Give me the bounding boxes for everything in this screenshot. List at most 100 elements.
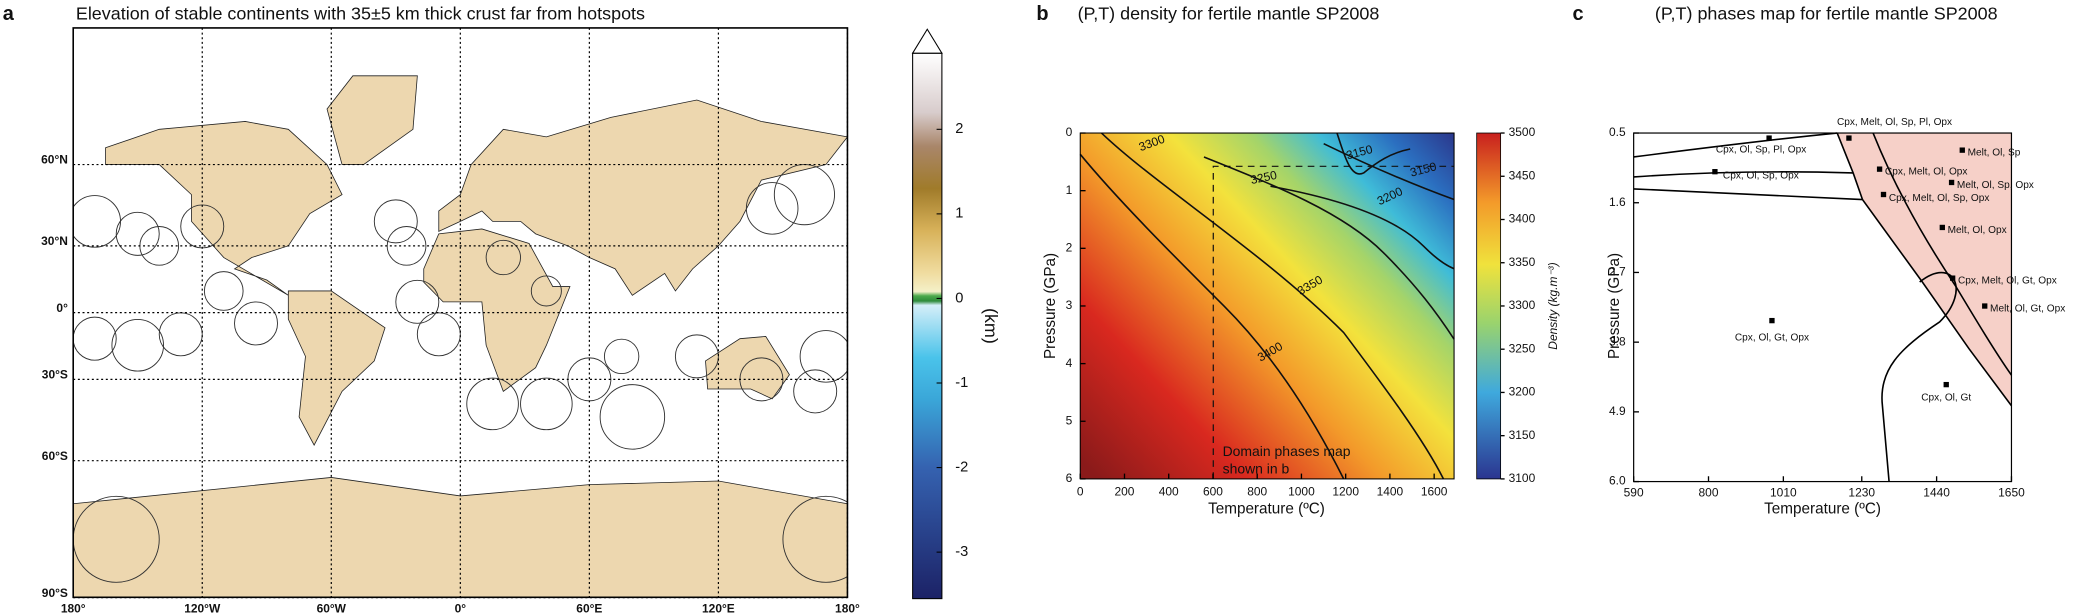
y-tick-label: 60°S	[42, 449, 68, 463]
x-tick-label: 1600	[1421, 484, 1448, 498]
y-tick-label: 1.6	[1609, 195, 1626, 209]
hotspot-circle	[793, 369, 838, 414]
contour-line	[1100, 132, 1445, 480]
colorbar-tick-label: 1	[955, 206, 963, 222]
hotspot-circle	[386, 226, 427, 266]
y-tick-label: 0°	[56, 301, 68, 315]
x-tick-label: 120°W	[184, 601, 221, 615]
colorbar-tick-label: 2	[955, 121, 963, 137]
boundary	[1881, 271, 1957, 482]
hotspot-circle	[799, 330, 848, 383]
y-tick-label: 5	[1066, 413, 1073, 427]
phase-marker	[1876, 166, 1883, 172]
phase-label: Melt, Ol, Sp, Opx	[1957, 180, 2034, 191]
melt-region	[1837, 133, 2012, 406]
x-tick-label: 1010	[1770, 486, 1797, 500]
phase-label: Cpx, Melt, Ol, Gt, Opx	[1958, 275, 2057, 286]
colorbar-tick-label: 3450	[1509, 168, 1536, 182]
contour-line	[1079, 153, 1345, 480]
panel-letter: c	[1572, 3, 1583, 25]
phase-marker	[1982, 303, 1988, 309]
phase-marker	[1769, 317, 1775, 324]
panel-title: (P,T) phases map for fertile mantle SP20…	[1655, 3, 1998, 23]
colorbar-tick-label: 0	[955, 290, 963, 306]
y-tick-label: 3.8	[1609, 334, 1626, 348]
contour-line	[1336, 132, 1411, 175]
hotspot-circle	[111, 318, 165, 372]
phase-marker	[1712, 169, 1718, 175]
hotspot-circle	[674, 334, 719, 379]
colorbar-tick-label: 3500	[1509, 125, 1536, 139]
x-tick-label: 60°E	[576, 601, 602, 615]
phase-marker	[1948, 179, 1955, 186]
continent	[423, 228, 571, 393]
hotspot-circle	[234, 301, 278, 346]
boundary	[1633, 188, 2013, 407]
contour-line	[1270, 185, 1455, 270]
y-tick-label: 30°N	[41, 234, 68, 248]
colorbar-tick-label: -3	[955, 544, 968, 560]
x-tick-label: 600	[1203, 484, 1223, 498]
phase-label: Cpx, Ol, Gt, Opx	[1735, 333, 1809, 344]
hotspot-circle	[520, 377, 573, 431]
phase-label: Melt, Ol, Gt, Opx	[1990, 303, 2065, 314]
colorbar-tick-label: 3300	[1509, 298, 1536, 312]
colorbar-extend	[911, 28, 943, 54]
y-tick-label: 6.0	[1609, 474, 1626, 488]
contours	[1079, 132, 1455, 480]
hotspot-circle	[395, 279, 440, 324]
x-tick-label: 0	[1077, 484, 1084, 498]
x-tick-label: 1400	[1377, 484, 1404, 498]
x-tick-label: 400	[1159, 484, 1179, 498]
y-tick-label: 0.5	[1609, 125, 1626, 139]
colorbar	[1476, 132, 1502, 480]
phase-marker	[1846, 135, 1852, 141]
boundary	[1836, 132, 1864, 200]
x-axis-label: Temperature (ºC)	[1208, 501, 1325, 518]
x-tick-label: 1650	[1998, 486, 2025, 500]
colorbar-tick-label: 3200	[1509, 385, 1536, 399]
y-tick-label: 60°N	[41, 153, 68, 167]
hotspot-circle	[782, 495, 848, 583]
panel-title: Elevation of stable continents with 35±5…	[76, 3, 645, 23]
hotspot-circle	[115, 211, 160, 256]
panel-letter: a	[3, 3, 15, 25]
colorbar-tick-label: 3250	[1509, 341, 1536, 355]
x-tick-label: 800	[1247, 484, 1267, 498]
colorbar-label: Density (kg.m⁻³)	[1546, 262, 1560, 349]
phase-marker	[1943, 381, 1949, 388]
phase-marker	[1959, 147, 1965, 153]
phase-label: Cpx, Melt, Ol, Sp, Pl, Opx	[1837, 117, 1952, 128]
hotspot-circle	[745, 182, 799, 235]
y-tick-label: 2.7	[1609, 265, 1626, 279]
hotspot-circle	[373, 199, 418, 244]
x-tick-label: 0°	[455, 601, 467, 615]
contour-label: 3250	[1249, 168, 1278, 187]
hotspot-circle	[485, 239, 522, 276]
phase-label: Cpx, Ol, Gt	[1921, 393, 1971, 404]
colorbar-tick-label: -2	[955, 459, 968, 475]
colorbar-tick-label: 3150	[1509, 428, 1536, 442]
hotspot-circle	[416, 312, 461, 357]
boundary	[1633, 171, 1854, 178]
y-tick-label: 30°S	[42, 368, 68, 382]
domain-box	[1212, 165, 1455, 479]
colorbar-tick-label: 3350	[1509, 255, 1536, 269]
y-tick-label: 6	[1066, 471, 1073, 485]
continent	[705, 336, 790, 400]
continent	[438, 99, 848, 296]
colorbar	[912, 52, 943, 600]
panel-letter: b	[1036, 3, 1048, 25]
annotation: Domain phases map	[1223, 443, 1351, 459]
colorbar-tick-label: -1	[955, 375, 968, 391]
x-tick-label: 1200	[1332, 484, 1359, 498]
x-tick-label: 1440	[1923, 486, 1950, 500]
hotspot-circle	[73, 316, 117, 361]
plot-frame	[1633, 132, 2013, 483]
hotspot-circle	[203, 271, 244, 311]
phase-marker	[1939, 224, 1945, 231]
x-axis-label: Temperature (ºC)	[1764, 501, 1881, 518]
phase-label: Cpx, Ol, Sp, Opx	[1723, 170, 1799, 181]
phase-label: Melt, Ol, Sp	[1968, 147, 2021, 158]
